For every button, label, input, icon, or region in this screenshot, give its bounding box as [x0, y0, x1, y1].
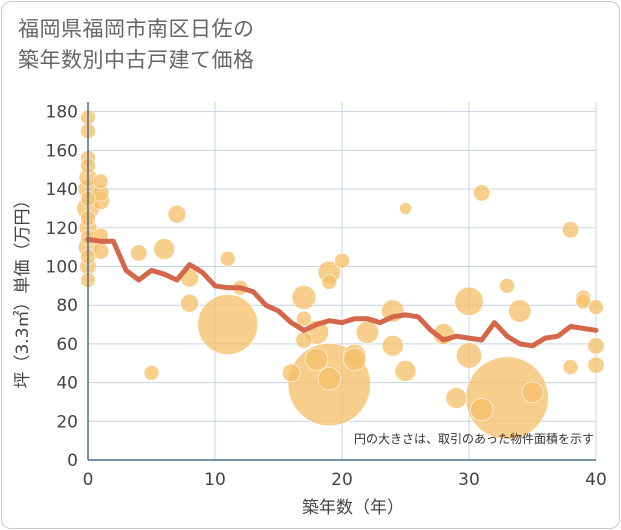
data-point [295, 331, 313, 349]
chart-title-line-2: 築年数別中古戸建て価格 [18, 48, 255, 72]
data-point [588, 299, 604, 315]
data-point [355, 320, 379, 344]
data-point [305, 347, 329, 371]
data-point [399, 202, 412, 215]
x-tick-label: 20 [331, 470, 353, 490]
data-point [197, 294, 258, 355]
data-point [281, 363, 301, 383]
data-point [473, 184, 491, 202]
data-point [381, 335, 404, 357]
data-point [508, 299, 532, 323]
data-point [291, 285, 317, 310]
data-point [317, 367, 341, 391]
data-point [587, 356, 605, 374]
y-axis-label: 坪（3.3㎡）単価（万円） [13, 191, 33, 388]
average-price-line [85, 236, 599, 349]
data-point [562, 359, 579, 375]
y-tick-label: 20 [56, 412, 78, 432]
y-tick-label: 180 [46, 103, 78, 123]
data-point [587, 337, 605, 355]
data-point [455, 342, 483, 369]
y-tick-label: 100 [46, 257, 78, 277]
data-point [180, 293, 199, 313]
y-tick-label: 120 [46, 219, 78, 239]
data-point [499, 278, 515, 294]
y-tick-label: 140 [46, 180, 78, 200]
data-point [92, 173, 109, 190]
bubble-series [76, 109, 605, 440]
data-point [321, 274, 338, 290]
chart-title: 福岡県福岡市南区日佐の 築年数別中古戸建て価格 [18, 14, 255, 76]
data-point [334, 252, 350, 269]
data-point [296, 310, 312, 327]
data-point [167, 204, 187, 224]
y-tick-label: 0 [67, 451, 78, 471]
data-point [521, 381, 544, 404]
data-point [394, 360, 417, 382]
x-tick-label: 40 [585, 470, 607, 490]
tick-labels: 0 20 40 60 80 100 120 140 160 180 0 10 20 30 40 [46, 103, 607, 490]
data-point [445, 387, 468, 409]
data-point [219, 250, 236, 267]
data-point [143, 365, 160, 381]
x-tick-label: 10 [204, 470, 226, 490]
y-tick-label: 60 [56, 335, 78, 355]
data-point [130, 244, 148, 262]
x-tick-label: 0 [83, 470, 94, 490]
data-point [562, 221, 580, 239]
data-point [454, 286, 484, 316]
y-tick-label: 80 [56, 296, 78, 316]
bubble-size-note: 円の大きさは、取引のあった物件面積を示す [354, 431, 594, 446]
y-tick-label: 160 [46, 141, 78, 161]
data-point [343, 347, 367, 371]
axes [87, 102, 596, 461]
data-point [153, 238, 175, 260]
chart-title-line-1: 福岡県福岡市南区日佐の [18, 17, 255, 41]
y-tick-label: 40 [56, 374, 78, 394]
x-axis-label: 築年数（年） [302, 498, 404, 518]
data-point [470, 398, 494, 422]
x-tick-label: 30 [458, 470, 480, 490]
